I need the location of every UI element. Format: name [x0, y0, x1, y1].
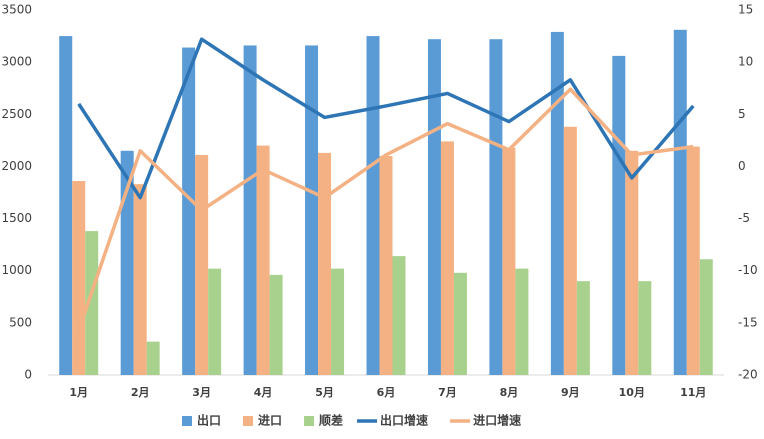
y-tick-label: 1000	[1, 263, 32, 277]
y2-tick-label: -15	[738, 315, 758, 329]
y-tick-label: 3000	[1, 55, 32, 69]
legend-swatch	[243, 416, 254, 426]
y2-tick-label: -10	[738, 263, 758, 277]
bar	[489, 39, 503, 375]
x-tick-label: 11月	[680, 386, 706, 399]
y-tick-label: 1500	[1, 211, 32, 225]
bar	[133, 184, 147, 375]
x-tick-label: 6月	[377, 386, 396, 399]
bar	[612, 55, 626, 376]
bar	[502, 147, 516, 375]
y-tick-label: 0	[24, 368, 32, 382]
bar	[256, 145, 270, 375]
y2-tick-label: 0	[738, 159, 746, 173]
bar	[182, 47, 196, 376]
y-tick-label: 2000	[1, 159, 32, 173]
bar	[146, 341, 160, 375]
bar	[673, 29, 687, 376]
x-tick-label: 10月	[619, 386, 645, 399]
legend-label: 进口增速	[473, 413, 521, 428]
y2-tick-label: -5	[738, 211, 750, 225]
line	[77, 87, 694, 331]
bar	[195, 154, 209, 375]
legend-label: 出口	[197, 413, 221, 428]
y-tick-label: 3500	[1, 3, 32, 17]
legend-swatch	[304, 416, 315, 426]
bar	[366, 36, 380, 375]
bar	[305, 45, 319, 375]
bar	[243, 45, 257, 375]
bar	[427, 39, 441, 375]
bar	[440, 141, 454, 375]
bar	[85, 231, 99, 375]
legend-swatch	[182, 416, 192, 426]
bar	[318, 152, 332, 375]
y2-tick-label: 10	[738, 55, 753, 69]
y-tick-label: 500	[9, 315, 32, 329]
bar	[269, 274, 283, 375]
bar	[72, 181, 86, 375]
y2-tick-label: -20	[738, 368, 758, 382]
legend-label: 出口增速	[380, 413, 428, 428]
bar	[625, 150, 639, 375]
bar	[563, 126, 577, 375]
y2-tick-label: 15	[738, 3, 753, 17]
x-tick-label: 2月	[131, 386, 150, 399]
x-tick-label: 1月	[69, 386, 88, 399]
bar	[120, 150, 134, 375]
bar	[59, 36, 73, 375]
bar	[576, 281, 590, 375]
x-tick-label: 5月	[315, 386, 334, 399]
bar	[331, 268, 345, 375]
bar	[453, 272, 467, 375]
bar	[392, 256, 406, 375]
y-tick-label: 2500	[1, 107, 32, 121]
x-tick-label: 3月	[192, 386, 211, 399]
x-tick-label: 9月	[561, 386, 580, 399]
bar	[638, 281, 652, 375]
bar	[699, 259, 713, 375]
y2-tick-label: 5	[738, 107, 746, 121]
bar	[550, 31, 564, 376]
x-tick-label: 8月	[500, 386, 519, 399]
x-tick-label: 4月	[254, 386, 273, 399]
bar	[208, 268, 222, 375]
legend-label: 进口	[258, 413, 282, 428]
x-tick-label: 7月	[438, 386, 457, 399]
legend-label: 顺差	[319, 413, 343, 428]
bar	[379, 156, 393, 375]
bar	[686, 146, 700, 375]
bar	[515, 268, 529, 375]
